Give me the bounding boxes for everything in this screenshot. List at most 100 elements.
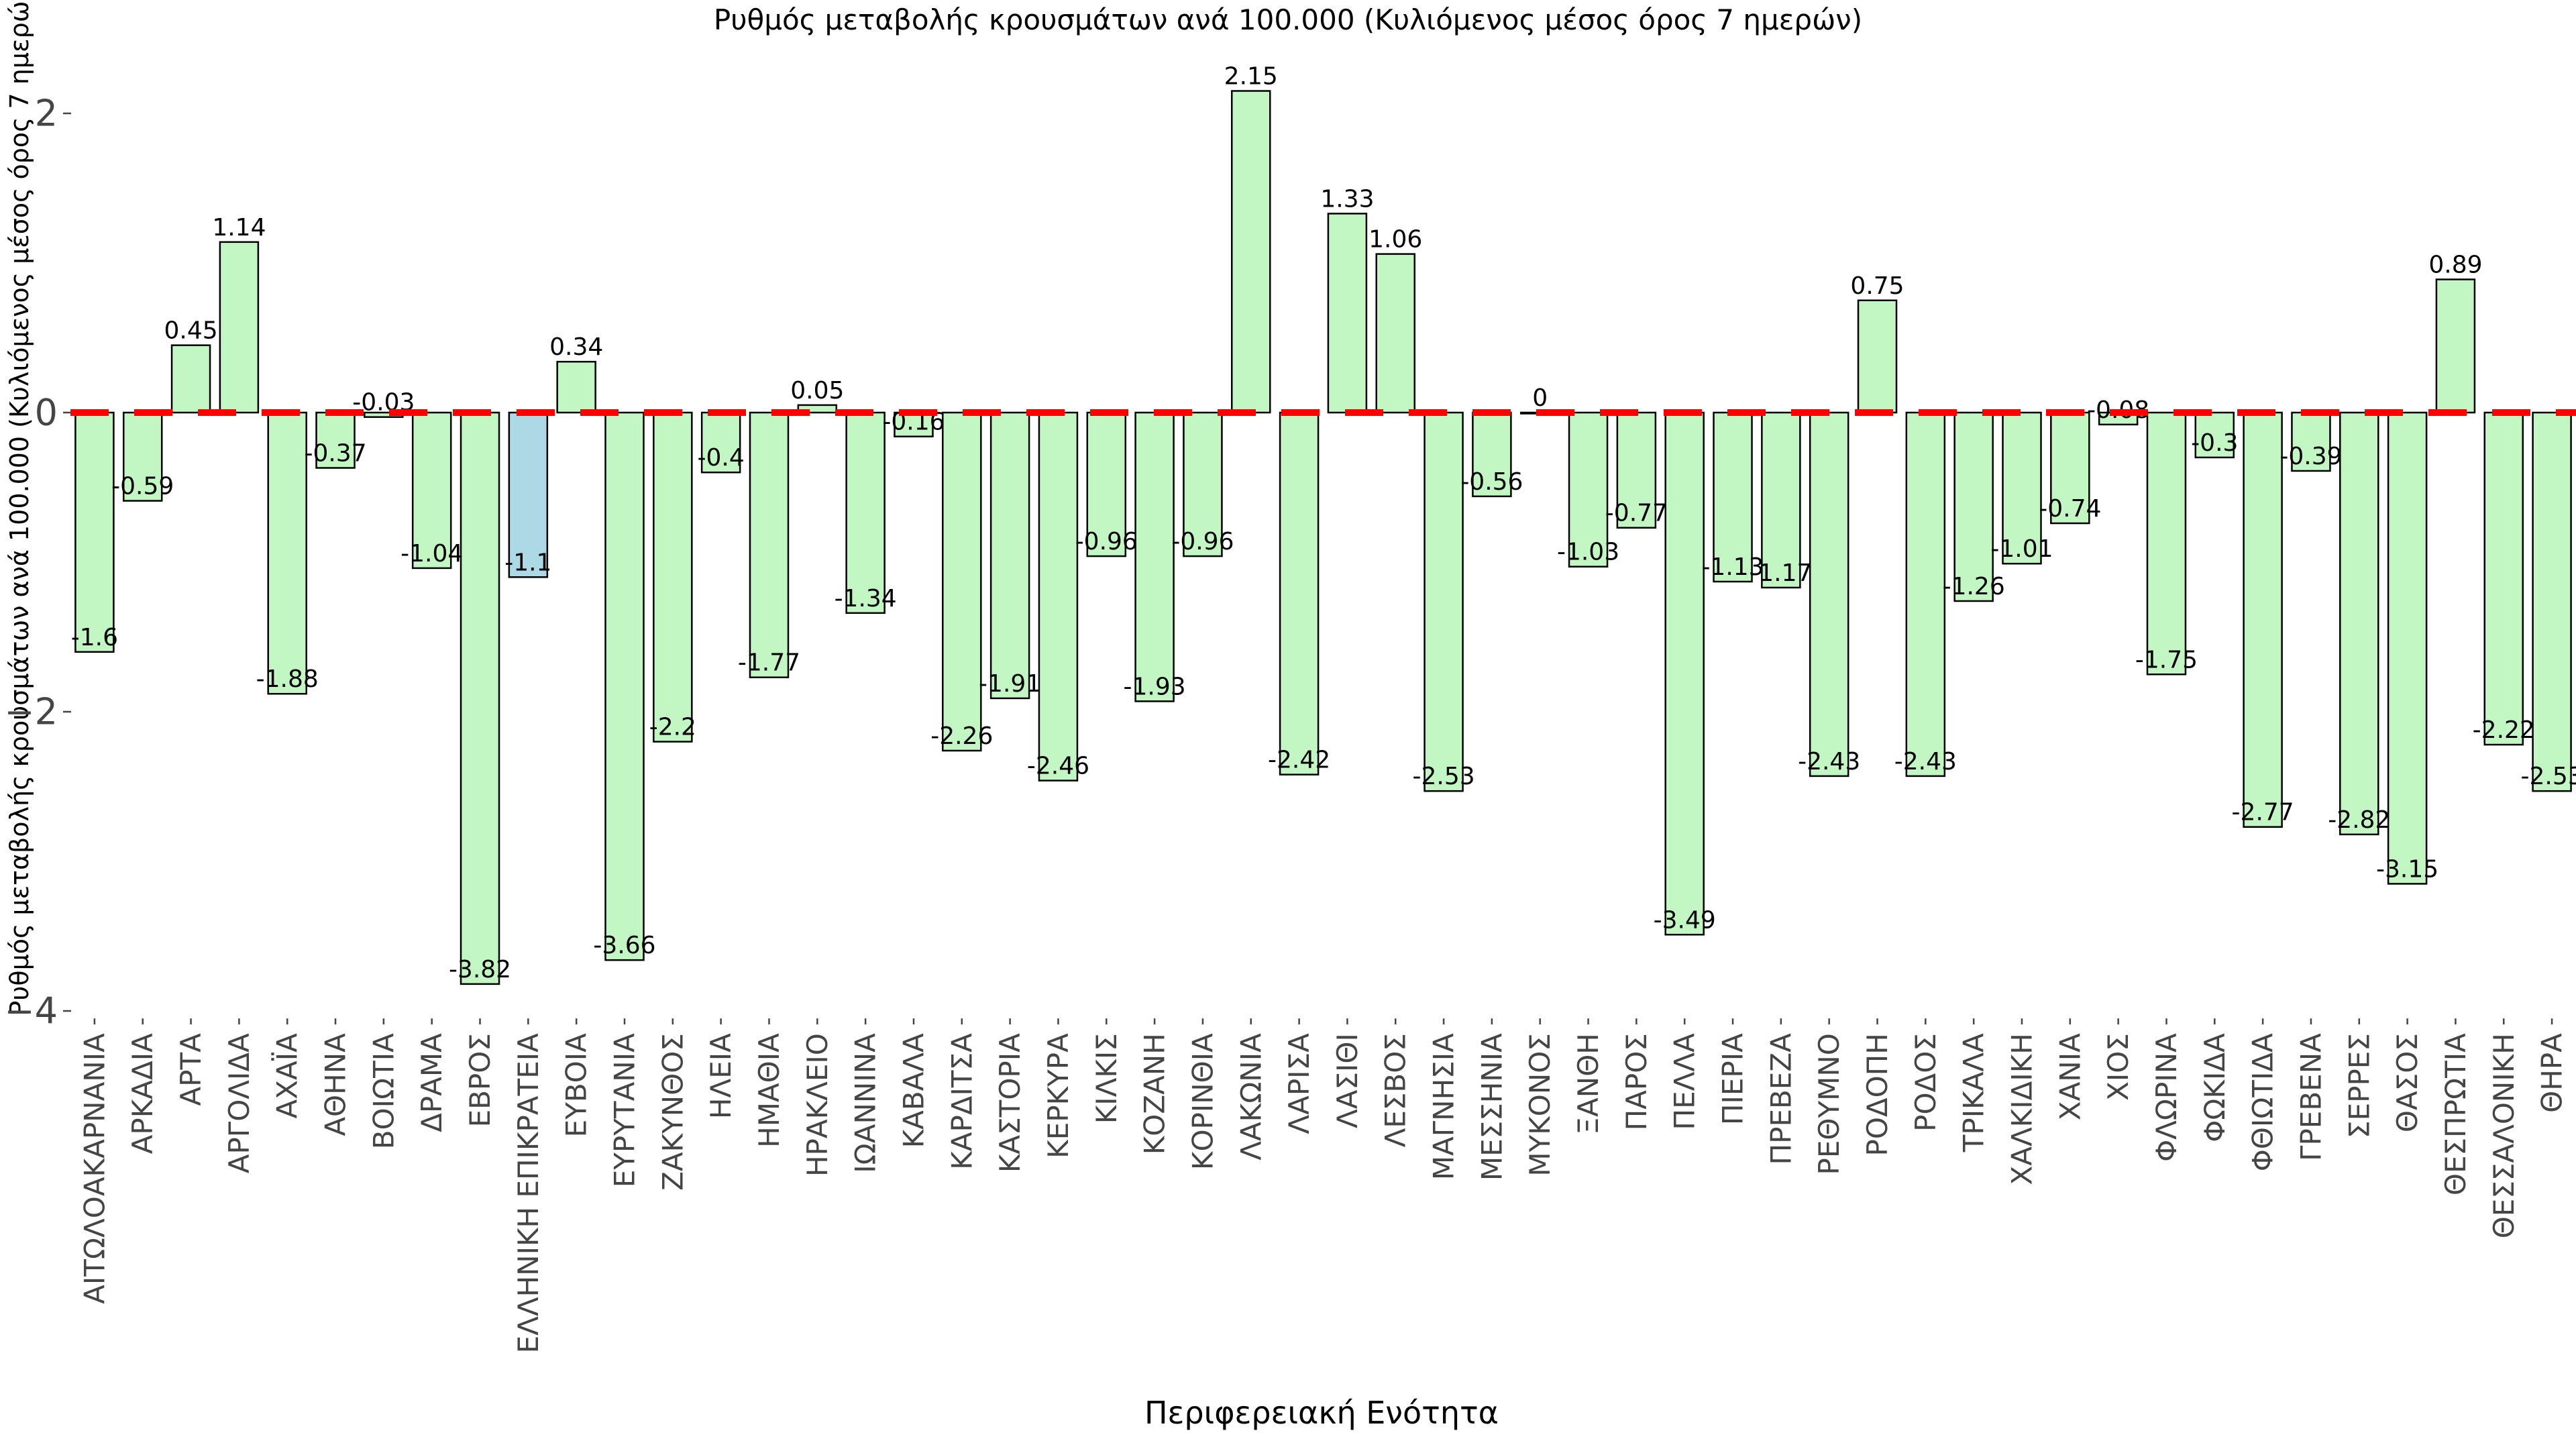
x-tick-label-ΤΡΙΚΑΛΑ: ΤΡΙΚΑΛΑ <box>1957 1033 1990 1152</box>
x-tick-label-ΑΘΗΝΑ: ΑΘΗΝΑ <box>319 1033 352 1136</box>
chart-title: Ρυθμός μεταβολής κρουσμάτων ανά 100.000 … <box>714 3 1862 36</box>
bar-value-label: -1.13 <box>1701 553 1764 581</box>
x-tick-label-ΣΕΡΡΕΣ: ΣΕΡΡΕΣ <box>2343 1033 2375 1138</box>
bar-value-label: 0.75 <box>1850 272 1904 300</box>
bar-value-label: -2.43 <box>1894 748 1957 775</box>
x-tick-label-ΗΜΑΘΙΑ: ΗΜΑΘΙΑ <box>753 1033 786 1148</box>
x-tick-label-ΛΑΣΙΘΙ: ΛΑΣΙΘΙ <box>1331 1033 1364 1128</box>
x-tick-label-ΓΡΕΒΕΝΑ: ΓΡΕΒΕΝΑ <box>2294 1033 2327 1161</box>
bar-value-label: -1.03 <box>1557 539 1619 566</box>
bar-value-label: -2.46 <box>1027 753 1089 780</box>
x-tick-label-ΘΕΣΠΡΩΤΙΑ: ΘΕΣΠΡΩΤΙΑ <box>2439 1033 2472 1195</box>
x-axis-title: Περιφερειακή Ενότητα <box>1144 1395 1499 1431</box>
x-tick-label-ΚΙΛΚΙΣ: ΚΙΛΚΙΣ <box>1090 1033 1123 1124</box>
x-tick-label-ΛΑΡΙΣΑ: ΛΑΡΙΣΑ <box>1283 1033 1316 1134</box>
bar-ΔΡΑΜΑ <box>411 411 452 570</box>
bar-value-label: -2.82 <box>2328 806 2390 834</box>
bar-value-label: -1.17 <box>1750 559 1812 587</box>
x-tick-label-ΧΑΛΚΙΔΙΚΗ: ΧΑΛΚΙΔΙΚΗ <box>2005 1033 2038 1185</box>
y-tick-label: −2 <box>4 691 58 733</box>
x-tick-label-ΚΑΡΔΙΤΣΑ: ΚΑΡΔΙΤΣΑ <box>945 1033 978 1170</box>
bar-ΦΘΙΩΤΙΔΑ <box>2243 411 2283 828</box>
bar-ΞΑΝΘΗ <box>1568 411 1609 568</box>
bar-ΦΛΩΡΙΝΑ <box>2146 411 2187 676</box>
x-tick-label-ΚΟΡΙΝΘΙΑ: ΚΟΡΙΝΘΙΑ <box>1186 1033 1219 1170</box>
bar-ΚΟΡΙΝΘΙΑ <box>1183 411 1223 557</box>
y-axis: 2 0 −2 −4 <box>4 93 71 1032</box>
bar-ΛΑΣΙΘΙ <box>1327 213 1368 414</box>
bar-ΕΥΡΥΤΑΝΙΑ <box>604 411 645 961</box>
bar-ΡΟΔΟΣ <box>1905 411 1946 777</box>
x-tick-label-ΦΘΙΩΤΙΔΑ: ΦΘΙΩΤΙΔΑ <box>2247 1033 2279 1171</box>
x-tick-label-ΠΡΕΒΕΖΑ: ΠΡΕΒΕΖΑ <box>1764 1033 1797 1165</box>
bar-ΚΑΣΤΟΡΙΑ <box>989 411 1030 700</box>
x-tick-label-ΕΥΒΟΙΑ: ΕΥΒΟΙΑ <box>560 1033 593 1137</box>
bar-value-label: -0.56 <box>1460 468 1523 496</box>
bar-ΑΡΓΟΛΙΔΑ <box>219 241 260 414</box>
bar-value-label: 0.45 <box>164 317 217 345</box>
bar-value-label: -0.74 <box>2039 495 2101 523</box>
x-tick-label-ΞΑΝΘΗ: ΞΑΝΘΗ <box>1572 1033 1605 1134</box>
bar-value-label: -1.93 <box>1124 673 1186 700</box>
bar-value-label: 1.06 <box>1368 226 1422 254</box>
y-tick-label: 2 <box>35 93 58 135</box>
bar-value-label: -1.91 <box>979 670 1041 698</box>
y-tick-label: 0 <box>35 392 58 434</box>
bar-ΗΡΑΚΛΕΙΟ <box>797 404 838 414</box>
bar-value-label: 0.34 <box>549 333 603 361</box>
x-tick-label-ΕΥΡΥΤΑΝΙΑ: ΕΥΡΥΤΑΝΙΑ <box>608 1033 641 1187</box>
x-tick-label-ΠΑΡΟΣ: ΠΑΡΟΣ <box>1620 1033 1653 1130</box>
bar-ΛΑΡΙΣΑ <box>1279 411 1320 775</box>
bar-value-label: -3.82 <box>449 956 511 983</box>
bar-ΜΑΓΝΗΣΙΑ <box>1424 411 1464 792</box>
bar-ΑΡΚΑΔΙΑ <box>122 411 163 502</box>
x-tick-label-ΕΛΛΗΝΙΚΗ ΕΠΙΚΡΑΤΕΙΑ: ΕΛΛΗΝΙΚΗ ΕΠΙΚΡΑΤΕΙΑ <box>512 1033 545 1354</box>
bar-ΧΑΛΚΙΔΙΚΗ <box>2002 411 2042 565</box>
bar-ΚΑΡΔΙΤΣΑ <box>942 411 982 752</box>
x-tick-label-ΠΕΛΛΑ: ΠΕΛΛΑ <box>1668 1033 1701 1130</box>
bar-ΡΟΔΟΠΗ <box>1857 299 1898 414</box>
x-tick-label-ΗΛΕΙΑ: ΗΛΕΙΑ <box>704 1033 737 1119</box>
x-tick-label-ΖΑΚΥΝΘΟΣ: ΖΑΚΥΝΘΟΣ <box>656 1033 689 1191</box>
bar-ΚΟΖΑΝΗ <box>1134 411 1175 702</box>
bar-value-label: -0.96 <box>1075 528 1138 555</box>
bar-ΘΗΡΑ <box>2532 411 2572 792</box>
bar-ΚΕΡΚΥΡΑ <box>1038 411 1079 782</box>
x-tick-label-ΛΑΚΩΝΙΑ: ΛΑΚΩΝΙΑ <box>1234 1033 1267 1161</box>
x-tick-label-ΑΡΚΑΔΙΑ: ΑΡΚΑΔΙΑ <box>126 1033 159 1154</box>
y-axis-title: Ρυθμός μεταβολής κρουσμάτων ανά 100.000 … <box>5 0 34 1016</box>
bar-value-label: 1.33 <box>1320 185 1374 213</box>
x-tick-label-ΑΙΤΩΛΟΑΚΑΡΝΑΝΙΑ: ΑΙΤΩΛΟΑΚΑΡΝΑΝΙΑ <box>78 1033 111 1304</box>
x-tick-label-ΙΩΑΝΝΙΝΑ: ΙΩΑΝΝΙΝΑ <box>849 1033 882 1173</box>
x-tick-label-ΡΟΔΟΠΗ: ΡΟΔΟΠΗ <box>1861 1033 1894 1156</box>
x-tick-label-ΛΕΣΒΟΣ: ΛΕΣΒΟΣ <box>1379 1033 1412 1147</box>
bar-ΛΕΣΒΟΣ <box>1375 253 1415 414</box>
bar-value-label: -2.22 <box>2473 716 2535 744</box>
x-tick-label-ΚΑΣΤΟΡΙΑ: ΚΑΣΤΟΡΙΑ <box>994 1033 1026 1173</box>
x-axis: ΑΙΤΩΛΟΑΚΑΡΝΑΝΙΑ ΑΡΚΑΔΙΑ ΑΡΤΑ ΑΡΓΟΛΙΔΑ ΑΧΑΪΑ Α… <box>78 1018 2569 1354</box>
bar-ΑΡΤΑ <box>170 344 211 414</box>
x-tick-label-ΡΕΘΥΜΝΟ: ΡΕΘΥΜΝΟ <box>1813 1033 1845 1175</box>
x-tick-label-ΔΡΑΜΑ: ΔΡΑΜΑ <box>415 1033 448 1132</box>
x-tick-label-ΦΩΚΙΔΑ: ΦΩΚΙΔΑ <box>2198 1033 2231 1142</box>
bar-value-label: -0.3 <box>2191 429 2238 457</box>
bar-ΦΩΚΙΔΑ <box>2194 411 2235 459</box>
x-tick-label-ΡΟΔΟΣ: ΡΟΔΟΣ <box>1909 1033 1942 1132</box>
x-tick-label-ΑΧΑΪΑ: ΑΧΑΪΑ <box>271 1033 304 1119</box>
bar-ΙΩΑΝΝΙΝΑ <box>845 411 885 614</box>
bar-value-label: -3.66 <box>593 932 655 959</box>
bar-ΘΕΣΠΡΩΤΙΑ <box>2435 278 2476 414</box>
bar-value-label: -0.4 <box>698 444 745 472</box>
bar-value-label: -1.34 <box>835 585 897 612</box>
x-tick-label-ΜΥΚΟΝΟΣ: ΜΥΚΟΝΟΣ <box>1523 1033 1556 1177</box>
bar-value-label: -3.49 <box>1654 906 1716 934</box>
bar-ΕΒΡΟΣ <box>460 411 500 985</box>
bar-value-label: -2.53 <box>1412 763 1474 790</box>
bar-value-label: 0.05 <box>790 377 844 405</box>
x-tick-label-ΗΡΑΚΛΕΙΟ: ΗΡΑΚΛΕΙΟ <box>801 1033 834 1177</box>
x-tick-label-ΜΑΓΝΗΣΙΑ: ΜΑΓΝΗΣΙΑ <box>1428 1033 1460 1180</box>
x-tick-label-ΜΕΣΣΗΝΙΑ: ΜΕΣΣΗΝΙΑ <box>1475 1033 1508 1181</box>
bar-value-label: -1.26 <box>1943 573 2005 600</box>
bar-value-label: -0.37 <box>304 440 366 468</box>
bar-value-label: -0.39 <box>2279 443 2342 470</box>
